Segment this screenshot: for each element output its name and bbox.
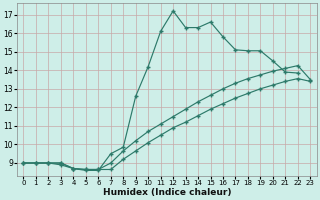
X-axis label: Humidex (Indice chaleur): Humidex (Indice chaleur)	[103, 188, 231, 197]
